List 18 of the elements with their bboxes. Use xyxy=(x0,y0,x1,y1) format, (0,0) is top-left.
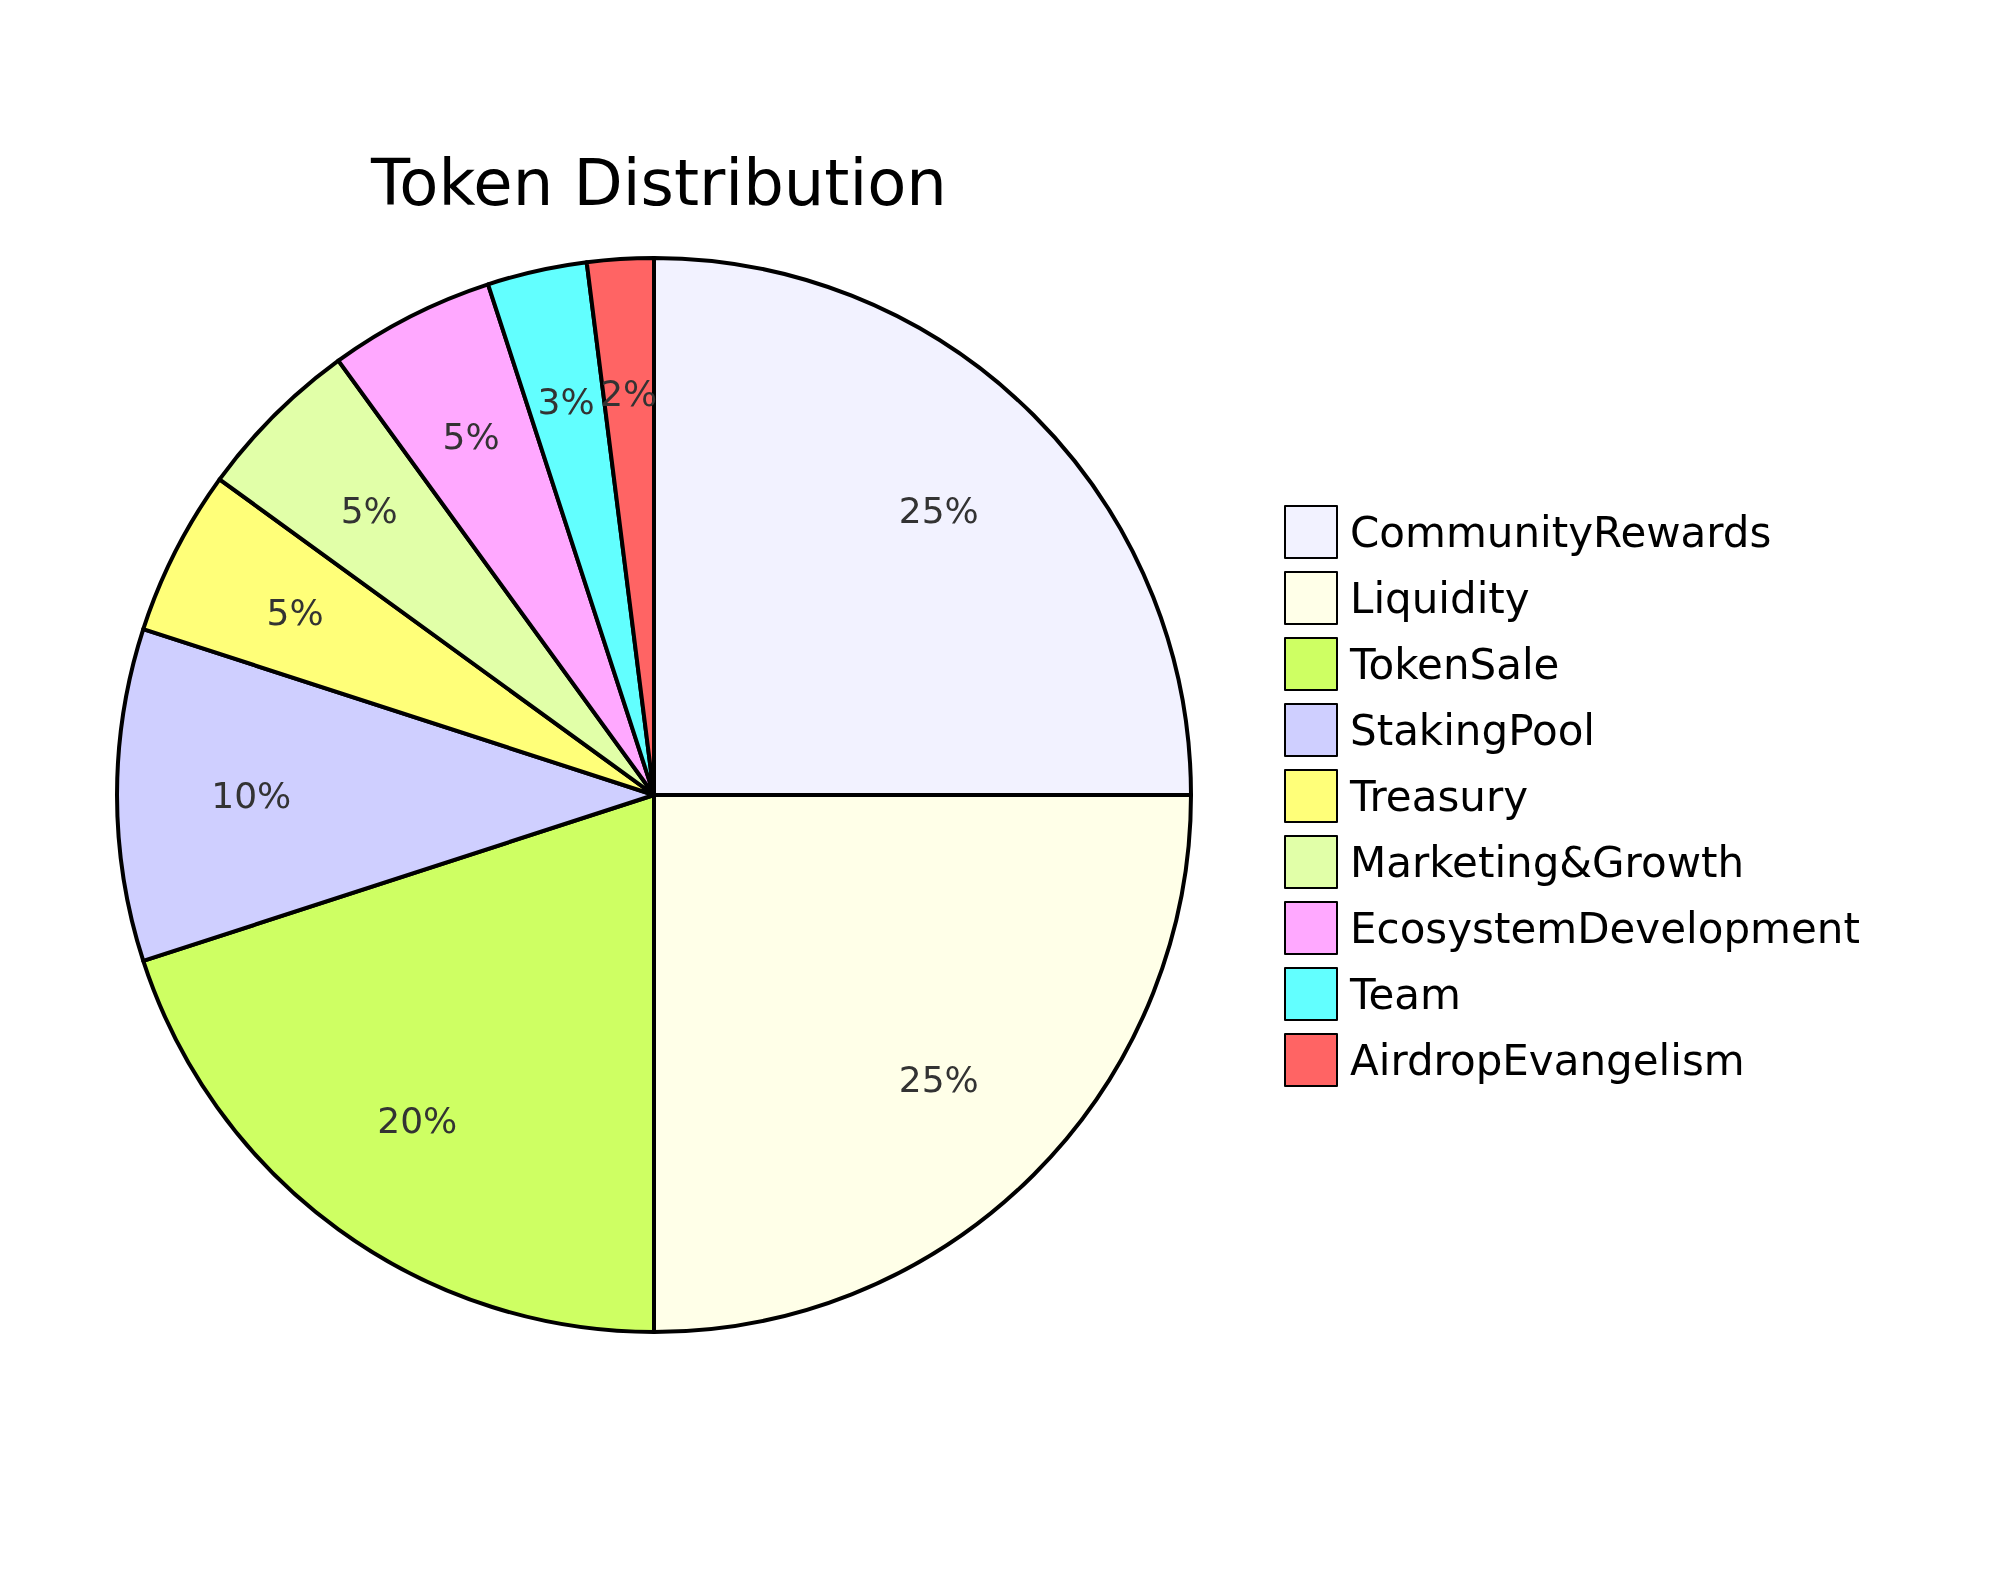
chart-title: Token Distribution xyxy=(370,146,947,220)
legend-label: Liquidity xyxy=(1350,573,1530,623)
legend-label: CommunityRewards xyxy=(1350,507,1772,557)
legend-label: TokenSale xyxy=(1349,639,1560,689)
legend-label: Team xyxy=(1349,969,1462,1019)
data-label: 5% xyxy=(266,591,324,633)
legend-label: AirdropEvangelism xyxy=(1350,1035,1745,1085)
data-label: 25% xyxy=(898,1059,979,1101)
data-label: 5% xyxy=(442,415,500,457)
legend-label: EcosystemDevelopment xyxy=(1350,903,1860,953)
data-label: 10% xyxy=(211,774,292,816)
data-label: 3% xyxy=(537,381,595,423)
legend-label: Treasury xyxy=(1349,771,1529,821)
legend-label: StakingPool xyxy=(1350,705,1596,755)
data-label: 5% xyxy=(340,489,398,531)
data-label: 20% xyxy=(377,1100,458,1142)
data-label: 25% xyxy=(898,489,979,531)
legend-label: Marketing&Growth xyxy=(1350,837,1745,887)
